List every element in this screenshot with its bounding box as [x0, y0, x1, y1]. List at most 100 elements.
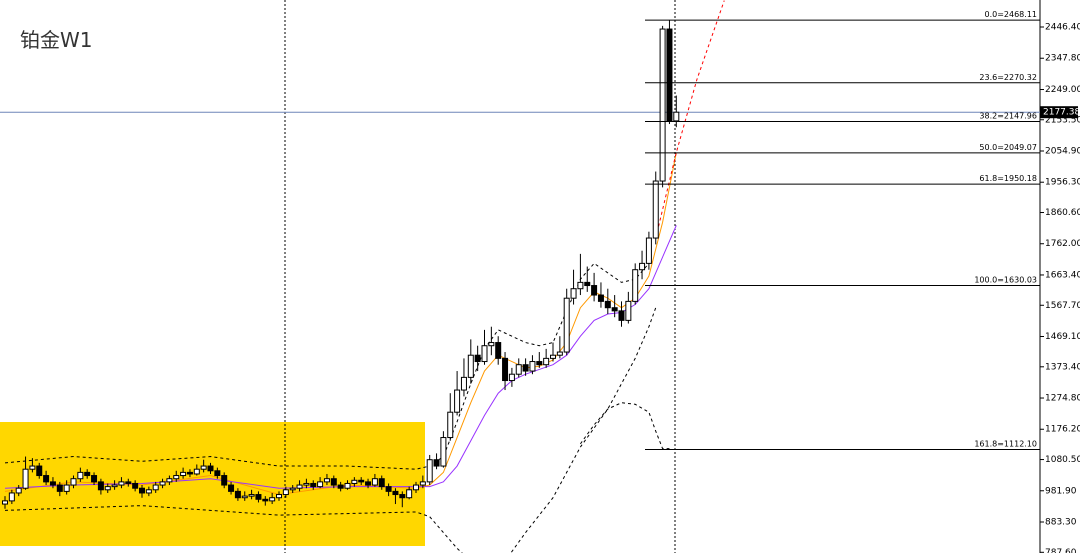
candle-body — [276, 494, 282, 499]
candle-body — [584, 281, 591, 287]
y-tick-label: 2446.40 — [1045, 23, 1080, 33]
candle-body — [460, 376, 467, 391]
candle-body — [597, 294, 604, 302]
fib-label: 23.6=2270.32 — [979, 73, 1037, 82]
candle-body — [577, 281, 584, 290]
candle-body — [139, 487, 145, 494]
candle-body — [166, 478, 173, 483]
price-label: 2177.38 — [1043, 108, 1080, 118]
chart-title: 铂金W1 — [20, 28, 93, 52]
candle-body — [433, 459, 440, 467]
candle-body — [207, 465, 214, 472]
candle-body — [303, 482, 310, 486]
candle-body — [481, 345, 488, 363]
candle-body — [8, 492, 15, 502]
candle-body — [262, 498, 269, 502]
candle-body — [70, 478, 77, 486]
candle-body — [351, 479, 358, 484]
candle-body — [289, 487, 296, 491]
candle-body — [15, 487, 22, 494]
candle-body — [556, 351, 563, 356]
candle-body — [371, 478, 378, 486]
candle-body — [550, 354, 556, 359]
y-tick-label: 1762.00 — [1045, 239, 1080, 249]
candle-body — [385, 486, 392, 492]
candle-body — [29, 465, 36, 470]
plot-area — [0, 0, 1040, 553]
y-tick-label: 1373.40 — [1045, 362, 1080, 372]
candle-body — [255, 494, 262, 500]
y-tick-label: 1274.80 — [1045, 394, 1080, 404]
candle-body — [193, 468, 200, 475]
fib-label: 0.0=2468.11 — [984, 10, 1037, 19]
candle-body — [104, 486, 111, 491]
candle-body — [522, 364, 529, 372]
candle-body — [591, 285, 598, 296]
candle-body — [63, 484, 70, 492]
candle-body — [447, 411, 454, 439]
candle-body — [282, 489, 289, 496]
candle-body — [36, 465, 43, 477]
y-tick-label: 883.30 — [1045, 517, 1077, 527]
y-tick-label: 1663.40 — [1045, 270, 1080, 280]
candle-body — [625, 300, 632, 321]
candle-body — [570, 288, 577, 299]
candle-body — [22, 468, 29, 489]
fib-label: 50.0=2049.07 — [979, 143, 1037, 152]
fib-label: 161.8=1112.10 — [974, 440, 1037, 449]
candle-body — [611, 307, 618, 312]
y-tick-label: 2347.80 — [1045, 54, 1080, 64]
candle-body — [43, 475, 50, 483]
indicator-line — [655, 0, 725, 239]
candle-body — [639, 262, 646, 271]
candle-body — [310, 482, 317, 488]
candle-body — [502, 357, 509, 382]
candle-body — [152, 484, 159, 491]
candle-body — [97, 481, 104, 491]
candle-body — [488, 342, 495, 347]
candle-body — [337, 484, 344, 489]
candle-body — [84, 471, 91, 477]
candle-body — [392, 490, 399, 496]
candle-body — [221, 475, 228, 486]
candle-body — [228, 484, 235, 492]
y-tick-label: 2249.00 — [1045, 85, 1080, 95]
candle-body — [248, 494, 255, 497]
candle-body — [666, 28, 673, 122]
candle-body — [659, 28, 666, 182]
candle-body — [426, 459, 433, 483]
y-tick-label: 981.90 — [1045, 486, 1077, 496]
candle-body — [56, 484, 63, 492]
candle-body — [358, 479, 365, 483]
candle-body — [515, 364, 522, 375]
fib-label: 61.8=1950.18 — [979, 174, 1037, 183]
candle-body — [419, 481, 426, 486]
candle-body — [563, 297, 570, 353]
candle-body — [330, 478, 337, 486]
candle-body — [604, 300, 611, 309]
indicator-line — [579, 402, 670, 450]
y-tick-label: 1080.50 — [1045, 455, 1080, 465]
y-tick-label: 1860.60 — [1045, 208, 1080, 218]
candle-body — [186, 471, 193, 475]
candle-body — [618, 310, 625, 321]
candle-body — [200, 465, 207, 470]
candle-body — [474, 354, 481, 363]
y-tick-label: 2054.90 — [1045, 146, 1080, 156]
candle-body — [645, 237, 652, 264]
candle-body — [125, 481, 132, 484]
indicator-line — [4, 307, 657, 553]
axis-area: 2446.40 2347.80 2249.00 2153.50 2054.90 1956.… — [645, 10, 1080, 553]
candle-body — [673, 111, 680, 122]
y-tick-label: 1956.30 — [1045, 178, 1080, 188]
candle-body — [365, 481, 372, 486]
candle-body — [234, 490, 241, 499]
candle-body — [323, 478, 330, 483]
candle-body — [269, 497, 276, 502]
candle-body — [652, 180, 659, 239]
candle-body — [406, 489, 413, 499]
candle-body — [49, 481, 56, 486]
y-tick-label: 1567.70 — [1045, 301, 1080, 311]
